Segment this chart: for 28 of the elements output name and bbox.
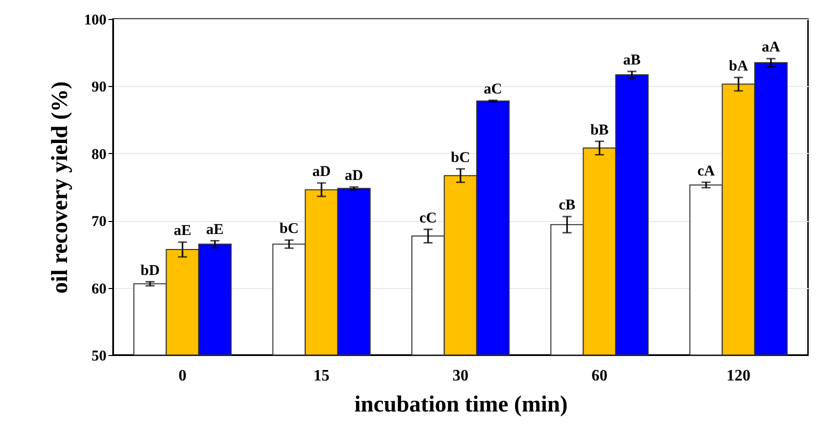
data-label: bD: [140, 262, 160, 279]
data-label: bC: [450, 150, 470, 166]
data-label: aC: [484, 81, 502, 98]
x-tick-label: 120: [726, 368, 750, 384]
data-label: cC: [419, 210, 437, 226]
y-tick-label: 80: [92, 146, 106, 163]
data-label: aB: [623, 52, 641, 68]
data-label: cA: [697, 163, 715, 180]
data-label: bA: [728, 58, 748, 74]
data-label: aE: [174, 223, 192, 240]
x-tick-label: 60: [592, 368, 608, 384]
y-axis-title: oil recovery yield (%): [47, 81, 72, 294]
data-label: cB: [558, 198, 576, 214]
y-tick-label: 60: [92, 281, 106, 298]
x-tick-label: 30: [452, 368, 468, 384]
data-label: aA: [762, 40, 780, 56]
x-tick-label: 0: [178, 368, 186, 384]
y-tick-label: 100: [84, 12, 106, 28]
data-label: bC: [279, 221, 299, 238]
x-tick-label: 15: [314, 368, 330, 384]
data-label: aE: [206, 222, 224, 238]
y-tick-label: 50: [92, 348, 106, 364]
data-label: bB: [590, 122, 609, 138]
x-axis-title: incubation time (min): [354, 392, 568, 416]
data-label: aD: [312, 164, 331, 180]
data-label: aD: [344, 168, 364, 184]
y-tick-label: 70: [92, 214, 106, 230]
y-tick-label: 90: [92, 80, 106, 96]
